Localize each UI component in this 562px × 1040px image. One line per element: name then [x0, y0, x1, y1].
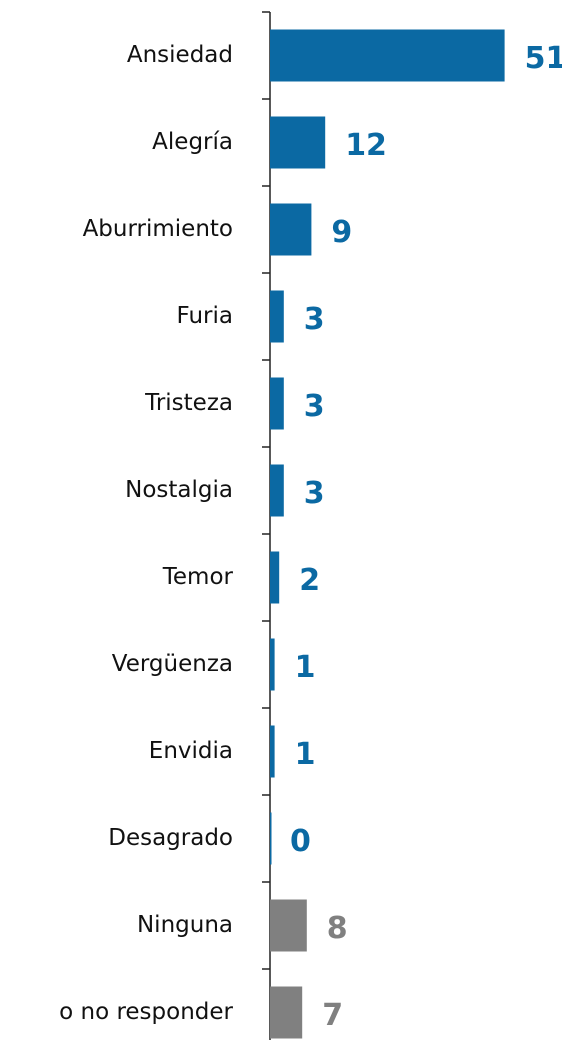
- value-label: 7: [322, 998, 343, 1033]
- bar: [270, 725, 275, 778]
- bar: [270, 377, 284, 430]
- bar: [270, 638, 275, 691]
- value-label: 3: [304, 389, 325, 424]
- value-label: 1: [295, 650, 316, 685]
- y-tick-label: Ansiedad: [127, 42, 233, 68]
- bar: [270, 551, 280, 604]
- value-label: 51: [525, 41, 562, 76]
- bar: [270, 986, 303, 1039]
- value-label: 3: [304, 476, 325, 511]
- y-tick-label: Temor: [162, 564, 234, 590]
- y-tick-label: Alegría: [152, 129, 233, 155]
- y-tick-label: Vergüenza: [112, 651, 233, 677]
- y-tick-label: o no responder: [59, 999, 233, 1025]
- bar: [270, 29, 505, 82]
- y-tick-label: Furia: [177, 303, 234, 329]
- bar: [270, 203, 312, 256]
- value-label: 3: [304, 302, 325, 337]
- value-label: 2: [299, 563, 320, 598]
- bar: [270, 812, 272, 865]
- value-label: 1: [295, 737, 316, 772]
- bar: [270, 464, 284, 517]
- y-tick-label: Desagrado: [108, 825, 233, 851]
- value-label: 0: [290, 824, 311, 859]
- value-label: 8: [327, 911, 348, 946]
- y-tick-label: Envidia: [149, 738, 233, 764]
- y-tick-label: Tristeza: [144, 390, 233, 416]
- value-label: 12: [345, 128, 387, 163]
- bar: [270, 290, 284, 343]
- y-tick-label: Aburrimiento: [83, 216, 233, 242]
- bar: [270, 116, 326, 169]
- y-tick-label: Nostalgia: [125, 477, 233, 503]
- bar: [270, 899, 307, 952]
- value-label: 9: [331, 215, 352, 250]
- y-tick-label: Ninguna: [137, 912, 233, 938]
